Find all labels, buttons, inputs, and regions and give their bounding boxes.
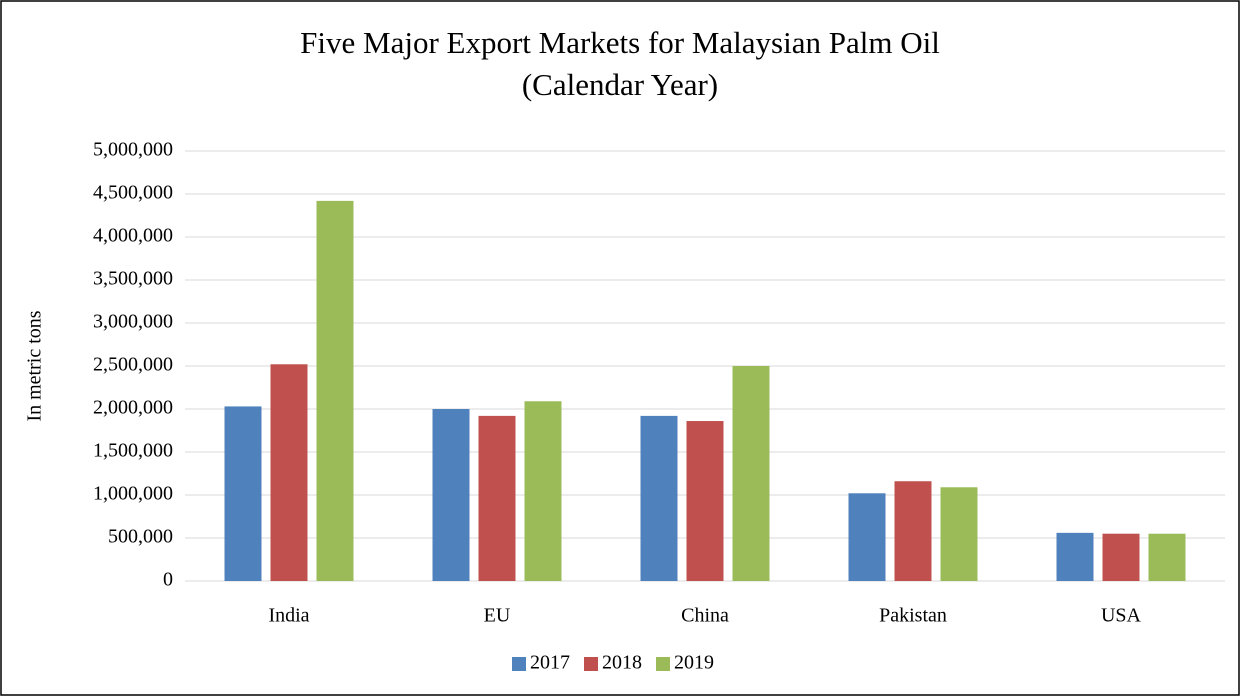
- y-tick-label: 2,000,000: [93, 397, 173, 419]
- y-tick-label: 3,500,000: [93, 268, 173, 290]
- bar: [270, 364, 308, 581]
- chart-subtitle: (Calendar Year): [522, 67, 718, 102]
- y-tick-label: 1,000,000: [93, 483, 173, 505]
- y-tick-label: 4,500,000: [93, 182, 173, 204]
- bar: [732, 366, 770, 581]
- legend-label: 2018: [602, 652, 642, 674]
- y-tick-label: 5,000,000: [93, 139, 173, 161]
- y-tick-label: 2,500,000: [93, 354, 173, 376]
- x-tick-label: EU: [484, 605, 511, 627]
- bar: [1102, 533, 1140, 581]
- bar: [848, 493, 886, 581]
- x-tick-label: China: [681, 605, 729, 627]
- x-tick-label: Pakistan: [879, 605, 947, 627]
- y-tick-label: 4,000,000: [93, 225, 173, 247]
- x-tick-label: India: [268, 605, 309, 627]
- bar: [524, 401, 562, 581]
- legend-label: 2017: [530, 652, 570, 674]
- legend-label: 2019: [674, 652, 714, 674]
- bar: [432, 409, 470, 581]
- x-tick-label: USA: [1101, 605, 1142, 627]
- bar: [640, 415, 678, 581]
- y-axis-label: In metric tons: [24, 310, 46, 421]
- y-tick-label: 3,000,000: [93, 311, 173, 333]
- bar: [316, 200, 354, 581]
- bar: [1148, 533, 1186, 581]
- bar: [686, 421, 724, 581]
- bar: [224, 406, 262, 581]
- legend-swatch: [656, 657, 670, 671]
- bar: [1056, 532, 1094, 581]
- legend-swatch: [584, 657, 598, 671]
- bar: [478, 415, 516, 581]
- y-tick-label: 1,500,000: [93, 440, 173, 462]
- chart-title: Five Major Export Markets for Malaysian …: [300, 25, 940, 60]
- legend-swatch: [512, 657, 526, 671]
- bar: [940, 487, 978, 581]
- bar: [894, 481, 932, 581]
- y-tick-label: 0: [163, 569, 173, 591]
- y-tick-label: 500,000: [108, 526, 173, 548]
